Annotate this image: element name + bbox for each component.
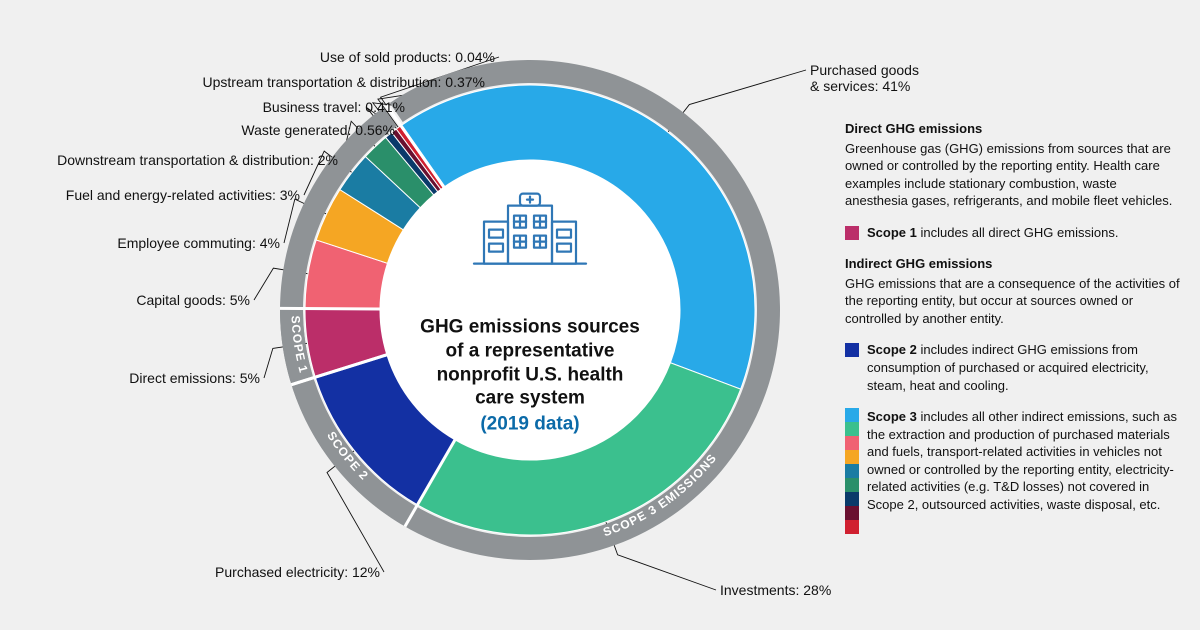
scope3-swatch xyxy=(845,492,859,506)
scope3-swatch xyxy=(845,464,859,478)
legend-scope2-row: Scope 2 includes indirect GHG emissions … xyxy=(845,341,1180,394)
legend-scope3-row: Scope 3 includes all other indirect emis… xyxy=(845,408,1180,534)
label-purchased-goods-services: Purchased goods& services: 41% xyxy=(810,62,919,94)
ghg-infographic: { "chart": { "type": "donut", "center_x"… xyxy=(0,0,1200,630)
legend-scope1-row: Scope 1 includes all direct GHG emission… xyxy=(845,224,1180,242)
legend-heading-direct: Direct GHG emissions xyxy=(845,120,1180,138)
legend-body-direct: Greenhouse gas (GHG) emissions from sour… xyxy=(845,140,1180,210)
label-capital-goods: Capital goods: 5% xyxy=(136,292,250,308)
scope3-swatch xyxy=(845,478,859,492)
scope1-swatch xyxy=(845,226,859,240)
legend-body-indirect: GHG emissions that are a consequence of … xyxy=(845,275,1180,328)
label-employee-commuting: Employee commuting: 4% xyxy=(117,235,280,251)
hospital-icon xyxy=(470,188,590,266)
scope3-swatch xyxy=(845,436,859,450)
scope1-label: Scope 1 xyxy=(867,225,917,240)
donut-chart: SCOPE 3 EMISSIONSSCOPE 1SCOPE 2 xyxy=(280,60,780,560)
scope3-label: Scope 3 xyxy=(867,409,917,424)
legend-heading-indirect: Indirect GHG emissions xyxy=(845,255,1180,273)
scope2-label: Scope 2 xyxy=(867,342,917,357)
center-title: GHG emissions sources of a representativ… xyxy=(415,266,645,437)
scope3-swatch xyxy=(845,408,859,422)
label-fuel-and-energy-related-activities: Fuel and energy-related activities: 3% xyxy=(66,187,300,203)
scope3-swatch xyxy=(845,506,859,520)
scope3-text: includes all other indirect emissions, s… xyxy=(867,409,1177,512)
scope3-swatches xyxy=(845,408,859,534)
title-year: (2019 data) xyxy=(415,413,645,437)
label-direct-emissions: Direct emissions: 5% xyxy=(129,370,260,386)
scope3-swatch xyxy=(845,422,859,436)
scope3-swatch xyxy=(845,450,859,464)
label-investments: Investments: 28% xyxy=(720,582,831,598)
scope1-text: includes all direct GHG emissions. xyxy=(917,225,1119,240)
scope2-swatch xyxy=(845,343,859,357)
scope3-swatch xyxy=(845,520,859,534)
label-purchased-electricity: Purchased electricity: 12% xyxy=(215,564,380,580)
legend-panel: Direct GHG emissions Greenhouse gas (GHG… xyxy=(845,120,1180,548)
